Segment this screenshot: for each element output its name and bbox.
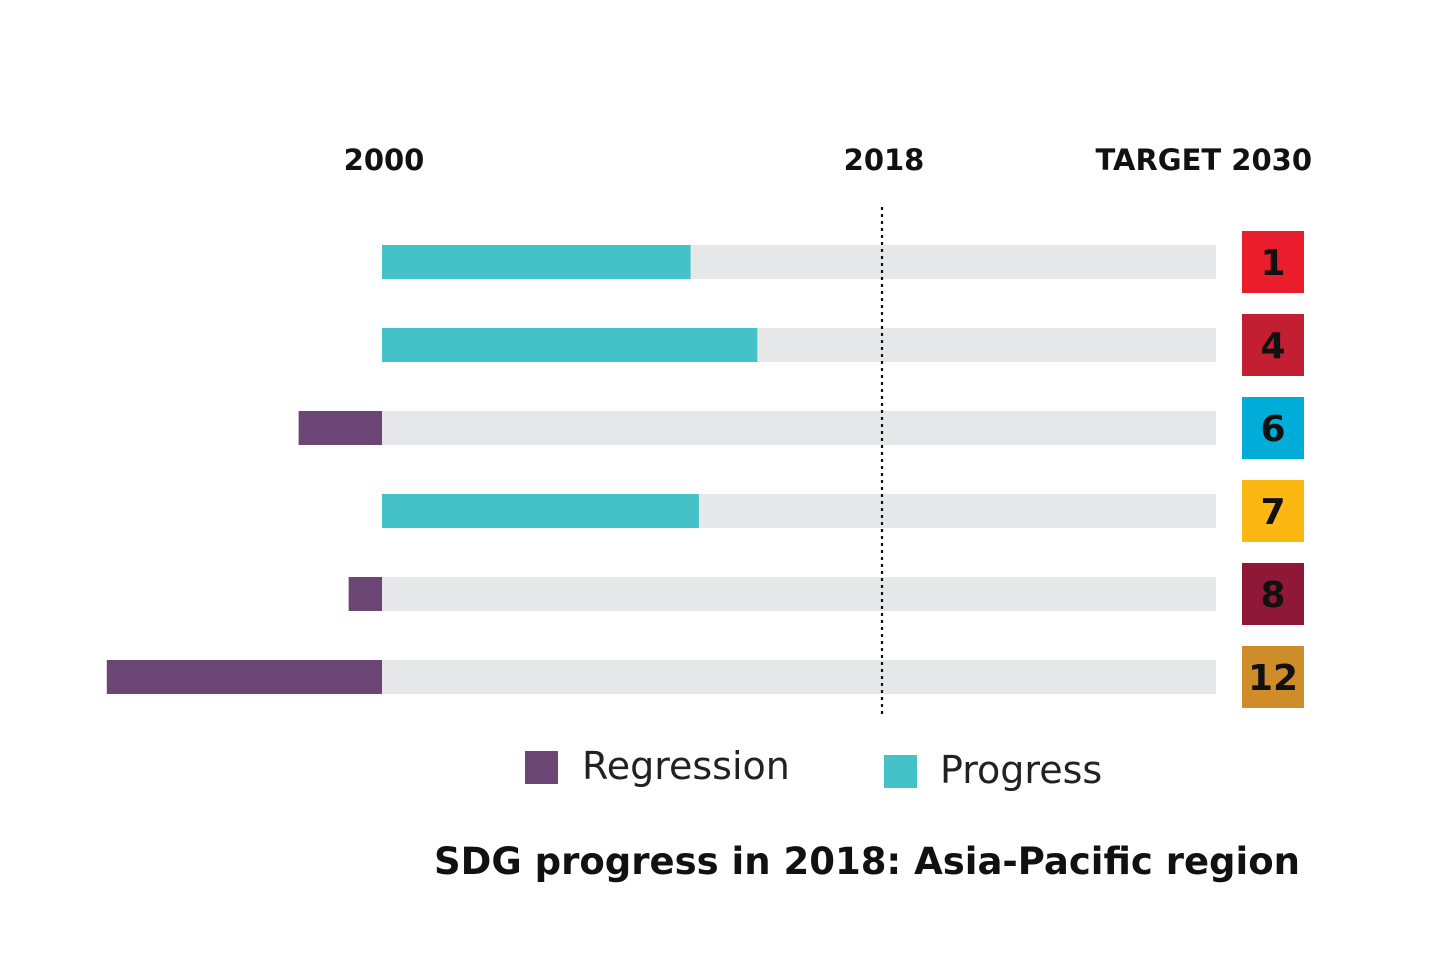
bar-goal-8	[348, 577, 382, 611]
axis-label-target-2030: TARGET 2030	[1095, 143, 1312, 177]
bar-goal-12	[106, 660, 382, 694]
chart-title: SDG progress in 2018: Asia-Pacific regio…	[434, 840, 1300, 883]
bar-goal-7	[382, 494, 699, 528]
goal-badge-12	[1242, 646, 1304, 708]
goal-badge-label-12: 12	[1248, 658, 1298, 699]
legend: Regression Progress	[525, 744, 1102, 792]
goal-badge-label-6: 6	[1260, 409, 1285, 450]
bar-goal-4	[382, 328, 758, 362]
goal-badge-1	[1242, 231, 1304, 293]
bar-track-goal-12	[382, 660, 1216, 694]
legend-label-regression: Regression	[582, 744, 790, 788]
legend-label-progress: Progress	[940, 748, 1102, 792]
legend-swatch-progress	[884, 755, 917, 788]
axis-label-2000: 2000	[344, 143, 425, 177]
bar-track-goal-6	[382, 411, 1216, 445]
legend-swatch-regression	[525, 751, 558, 784]
axis-label-2018: 2018	[844, 143, 925, 177]
goal-badge-label-4: 4	[1260, 326, 1285, 367]
goal-badge-7	[1242, 480, 1304, 542]
bar-rows: 1 4 6 7 8 12	[106, 231, 1304, 708]
bar-track-goal-8	[382, 577, 1216, 611]
goal-badge-label-8: 8	[1260, 575, 1285, 616]
goal-badge-6	[1242, 397, 1304, 459]
bar-goal-6	[298, 411, 382, 445]
goal-badge-4	[1242, 314, 1304, 376]
bar-goal-1	[382, 245, 691, 279]
goal-badge-label-7: 7	[1260, 492, 1285, 533]
goal-badge-label-1: 1	[1260, 243, 1285, 284]
goal-badge-8	[1242, 563, 1304, 625]
